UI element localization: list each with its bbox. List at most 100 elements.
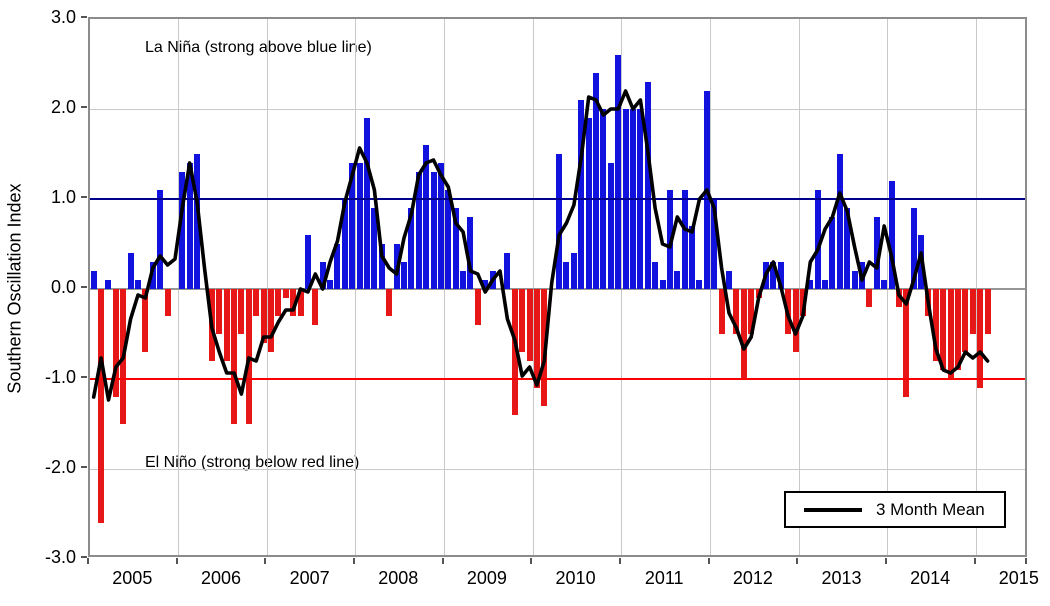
soi-month-bar [873,217,880,289]
y-tick-mark [81,286,87,288]
soi-month-bar [858,262,865,289]
soi-month-bar [881,280,888,289]
y-tick-label: -2.0 [44,457,76,477]
soi-month-bar [792,289,799,352]
y-tick-label: -1.0 [44,367,76,387]
x-tick-mark [352,558,355,564]
soi-month-bar [430,172,437,289]
y-tick-label: 1.0 [50,187,76,207]
soi-month-bar [733,289,740,334]
x-tick-year-label: 2011 [644,568,684,588]
soi-month-bar [267,289,274,352]
x-tick-mark [884,558,887,564]
x-tick-mark [618,558,621,564]
x-tick-year-label: 2010 [555,568,596,588]
y-tick-mark [81,376,87,378]
soi-month-bar [223,289,230,361]
soi-month-bar [452,208,459,289]
soi-month-bar [940,289,947,370]
soi-month-bar [408,208,415,289]
y-tick-mark [81,196,87,198]
soi-month-bar [341,199,348,289]
soi-month-bar [785,289,792,334]
soi-month-bar [149,262,156,289]
soi-month-bar [415,172,422,289]
x-tick-year-label: 2005 [112,568,153,588]
mean-line-sample-icon [804,507,862,512]
x-tick-mark [264,558,267,564]
soi-month-bar [585,118,592,289]
x-tick-mark [87,558,89,564]
soi-month-bar [238,289,245,334]
soi-month-bar [822,280,829,289]
soi-month-bar [460,271,467,289]
soi-month-bar [135,280,142,289]
soi-month-bar [925,289,932,316]
soi-month-bar [541,289,548,406]
soi-month-bar [356,163,363,289]
soi-month-bar [947,289,954,379]
soi-month-bar [253,289,260,316]
soi-month-bar [216,289,223,334]
y-tick-label: -3.0 [44,547,76,567]
la-nina-annotation: La Niña (strong above blue line) [145,39,372,56]
legend-box: 3 Month Mean [784,491,1006,528]
value-gridline [90,108,1025,110]
soi-month-bar [504,253,511,289]
soi-month-bar [275,289,282,316]
soi-month-bar [186,163,193,289]
soi-month-bar [437,163,444,289]
soi-month-bar [327,280,334,289]
soi-month-bar [851,271,858,289]
y-tick-mark [81,556,87,558]
soi-month-bar [297,289,304,316]
value-gridline [90,468,1025,470]
soi-month-bar [910,208,917,289]
x-tick-mark [530,558,533,564]
year-gridline [798,19,800,555]
soi-month-bar [386,289,393,316]
soi-month-bar [607,163,614,289]
year-gridline [976,19,977,555]
soi-month-bar [312,289,319,325]
x-tick-mark [441,558,444,564]
la-nina-threshold-line [90,198,1025,200]
soi-month-bar [703,91,710,289]
soi-month-bar [482,280,489,289]
x-tick-year-label: 2015 [998,568,1039,588]
soi-month-bar [807,280,814,289]
soi-month-bar [400,262,407,289]
x-tick-year-label: 2014 [910,568,951,588]
y-tick-mark [81,466,87,468]
soi-month-bar [364,118,371,289]
soi-month-bar [519,289,526,352]
soi-month-bar [681,190,688,289]
soi-month-bar [127,253,134,289]
soi-month-bar [260,289,267,343]
soi-month-bar [282,289,289,298]
soi-month-bar [777,262,784,289]
soi-month-bar [748,289,755,334]
x-tick-mark [973,558,976,564]
soi-month-bar [674,271,681,289]
x-tick-mark [707,558,710,564]
soi-month-bar [98,289,105,523]
soi-month-bar [570,253,577,289]
soi-month-bar [718,289,725,334]
soi-month-bar [955,289,962,370]
soi-month-bar [918,235,925,289]
x-tick-mark [796,558,799,564]
soi-month-bar [349,163,356,289]
soi-month-bar [984,289,991,334]
soi-month-bar [556,154,563,289]
x-tick-year-label: 2007 [289,568,330,588]
soi-month-bar [423,145,430,289]
soi-month-bar [393,244,400,289]
soi-month-bar [836,154,843,289]
soi-month-bar [977,289,984,388]
soi-month-bar [866,289,873,307]
soi-month-bar [120,289,127,424]
soi-month-bar [829,217,836,289]
soi-month-bar [644,82,651,289]
soi-month-bar [895,289,902,307]
